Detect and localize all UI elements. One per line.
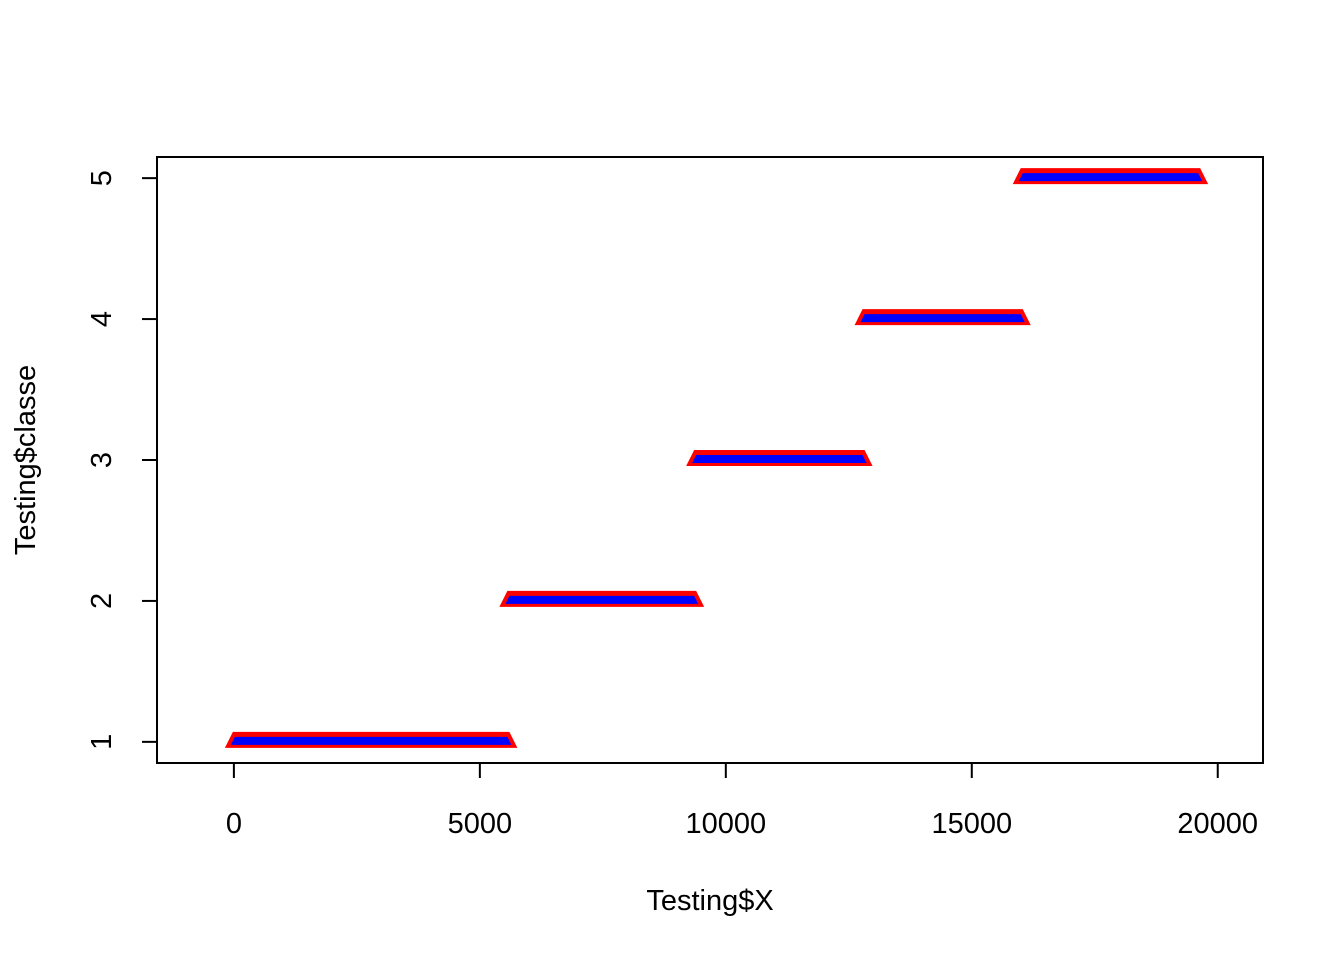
point-fill	[1018, 173, 1203, 182]
x-axis-title: Testing$X	[646, 885, 773, 917]
x-tick-label: 10000	[685, 808, 766, 840]
x-tick-label: 20000	[1177, 808, 1258, 840]
point-fill	[230, 736, 512, 745]
point-fill	[860, 314, 1025, 323]
y-tick-label: 4	[86, 311, 118, 327]
x-tick-label: 15000	[931, 808, 1012, 840]
y-tick-label: 5	[86, 170, 118, 186]
data-point-run	[686, 450, 873, 466]
data-point-run	[854, 309, 1031, 326]
y-axis: 1 2 3 4 5	[86, 170, 158, 750]
data-point-run	[224, 731, 518, 748]
x-tick-label: 5000	[448, 808, 513, 840]
data-marks	[224, 168, 1209, 748]
y-tick-label: 3	[86, 452, 118, 468]
x-tick-label: 0	[226, 808, 242, 840]
y-tick-label: 2	[86, 593, 118, 609]
data-point-run	[499, 590, 705, 607]
data-point-run	[1012, 168, 1209, 185]
point-fill	[692, 455, 867, 463]
y-axis-title: Testing$classe	[10, 365, 42, 555]
x-axis: 0 5000 10000 15000 20000	[226, 762, 1258, 840]
point-fill	[505, 595, 699, 604]
y-tick-label: 1	[86, 734, 118, 750]
